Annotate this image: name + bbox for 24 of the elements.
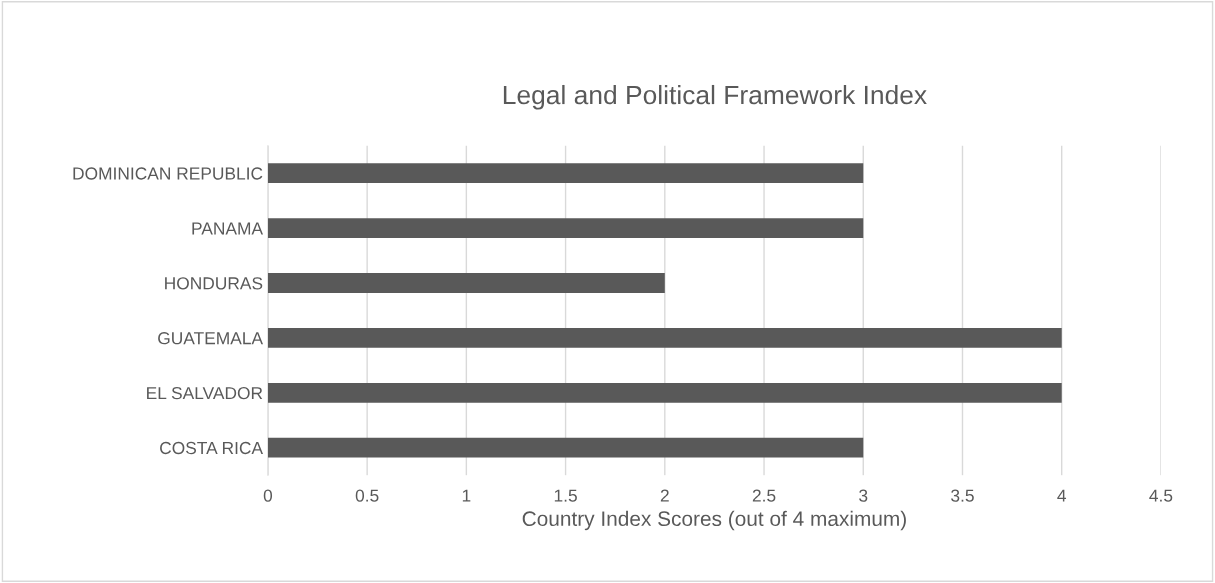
bar bbox=[267, 382, 1062, 403]
bar bbox=[267, 163, 864, 184]
x-tick-label: 2 bbox=[660, 489, 669, 502]
x-tick-label: 0 bbox=[263, 489, 273, 502]
bar bbox=[267, 218, 864, 238]
y-tick-label: DOMINICAN REPUBLIC bbox=[73, 167, 263, 180]
bar bbox=[267, 273, 665, 293]
x-tick-label: 1 bbox=[462, 489, 471, 502]
x-tick-label: 4 bbox=[1057, 489, 1067, 502]
bar bbox=[267, 328, 1062, 348]
y-tick-label: EL SALVADOR bbox=[147, 386, 263, 400]
y-tick-label: HONDURAS bbox=[165, 277, 263, 290]
x-tick-label: 3.5 bbox=[951, 489, 974, 502]
x-tick-label: 1.5 bbox=[554, 489, 577, 502]
x-tick-label: 0.5 bbox=[355, 489, 379, 502]
bar bbox=[267, 437, 864, 458]
y-tick-label: GUATEMALA bbox=[158, 332, 264, 345]
x-tick-label: 2.5 bbox=[752, 489, 776, 502]
y-tick-label: COSTA RICA bbox=[160, 441, 264, 455]
x-tick-label: 4.5 bbox=[1149, 489, 1173, 502]
y-tick-label: PANAMA bbox=[192, 222, 264, 235]
chart-title: Legal and Political Framework Index bbox=[503, 84, 927, 110]
x-tick-label: 3 bbox=[859, 489, 868, 502]
x-axis-title: Country Index Scores (out of 4 maximum) bbox=[522, 510, 906, 531]
